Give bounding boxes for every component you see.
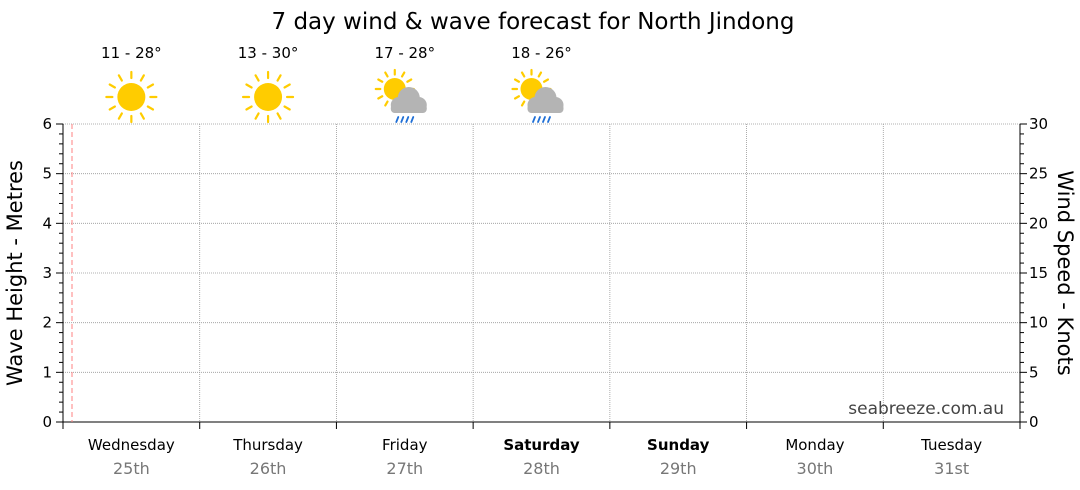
partly-cloudy-showers-icon: [511, 68, 564, 123]
sun-ray: [146, 83, 155, 89]
left-tick-label: 4: [42, 214, 52, 232]
right-tick-label: 20: [1029, 214, 1048, 232]
cloud-shape: [527, 87, 564, 113]
sun-ray: [377, 95, 384, 100]
rain-drop: [405, 116, 410, 123]
axes: [62, 124, 1021, 429]
day-date-label: 28th: [523, 459, 560, 478]
sun-ray: [108, 105, 117, 111]
right-tick-label: 0: [1029, 413, 1039, 431]
watermark: seabreeze.com.au: [848, 399, 1004, 419]
sun-ray: [520, 71, 526, 78]
sun-ray: [542, 78, 550, 83]
day-name-label: Tuesday: [920, 436, 982, 454]
left-tick-label: 5: [42, 165, 52, 183]
rain-drop: [410, 116, 415, 123]
rain-drop: [542, 116, 546, 123]
sun-ray: [276, 112, 282, 120]
right-tick-label: 15: [1029, 264, 1048, 282]
sun-ray: [117, 112, 123, 120]
chart-title: 7 day wind & wave forecast for North Jin…: [272, 9, 795, 35]
sun-ray: [377, 78, 384, 83]
temperature-range: 17 - 28°: [374, 44, 435, 62]
sun-ray: [283, 83, 291, 89]
day-name-label: Friday: [382, 436, 428, 454]
grid: [63, 123, 1020, 422]
sun-ray: [406, 78, 413, 83]
sun-ray: [537, 71, 543, 78]
right-axis-title: Wind Speed - Knots: [1053, 170, 1077, 375]
sun-ray: [139, 112, 145, 120]
left-tick-label: 1: [42, 363, 52, 381]
sun-ray: [513, 95, 521, 100]
sun-ray: [245, 83, 253, 89]
day-date-label: 27th: [386, 459, 423, 478]
sunny-icon: [241, 70, 295, 124]
sun-ray: [139, 74, 145, 82]
sun-ray: [384, 100, 389, 107]
left-tick-label: 3: [42, 264, 52, 282]
right-tick-label: 10: [1029, 314, 1048, 332]
left-tick-label: 0: [42, 413, 52, 431]
sun-ray: [245, 105, 253, 111]
cloud-shape: [390, 87, 427, 113]
left-axis-title: Wave Height - Metres: [3, 160, 27, 386]
rain-drop: [400, 116, 405, 123]
day-date-label: 29th: [660, 459, 697, 478]
sunny-icon: [105, 70, 158, 124]
sun-ray: [513, 78, 521, 83]
day-name-label: Monday: [785, 436, 844, 454]
left-axis-ticks: 0 1 2 3 4 5 6: [42, 115, 63, 431]
day-date-label: 26th: [250, 459, 287, 478]
rain-drop: [532, 116, 536, 123]
day-name-label: Sunday: [647, 436, 710, 454]
rain-drop: [395, 116, 400, 123]
temperature-range: 18 - 26°: [511, 44, 572, 62]
sun-ray: [117, 74, 123, 82]
sun-ray: [384, 71, 389, 78]
temperature-range: 11 - 28°: [101, 44, 162, 62]
day-name-label: Thursday: [232, 436, 303, 454]
sun-ray: [520, 100, 526, 107]
rain-drop: [547, 116, 551, 123]
sun-disc: [117, 83, 146, 111]
day-date-label: 31st: [934, 459, 969, 478]
daily-forecasts: 11 - 28° 13 - 30° 17 - 28° 18 - 26°: [101, 44, 572, 124]
sun-ray: [254, 74, 260, 82]
sun-ray: [108, 83, 117, 89]
day-name-label: Saturday: [503, 436, 580, 454]
sun-ray: [276, 74, 282, 82]
rain-drop: [537, 116, 541, 123]
right-tick-label: 30: [1029, 115, 1048, 133]
right-tick-label: 5: [1029, 363, 1039, 381]
right-axis-ticks: 0 5 10 15 20 25 30: [1020, 115, 1048, 431]
left-tick-label: 6: [42, 115, 52, 133]
left-tick-label: 2: [42, 314, 52, 332]
partly-cloudy-showers-icon: [374, 68, 427, 123]
right-tick-label: 25: [1029, 165, 1048, 183]
day-date-label: 25th: [113, 459, 150, 478]
temperature-range: 13 - 30°: [238, 44, 299, 62]
day-labels: Wednesday 25th Thursday 26th Friday 27th Satur…: [88, 436, 982, 478]
day-name-label: Wednesday: [88, 436, 175, 454]
sun-ray: [254, 112, 260, 120]
sun-disc: [254, 83, 283, 111]
day-date-label: 30th: [797, 459, 834, 478]
sun-ray: [283, 105, 291, 111]
sun-ray: [400, 71, 406, 78]
sun-ray: [146, 105, 155, 111]
